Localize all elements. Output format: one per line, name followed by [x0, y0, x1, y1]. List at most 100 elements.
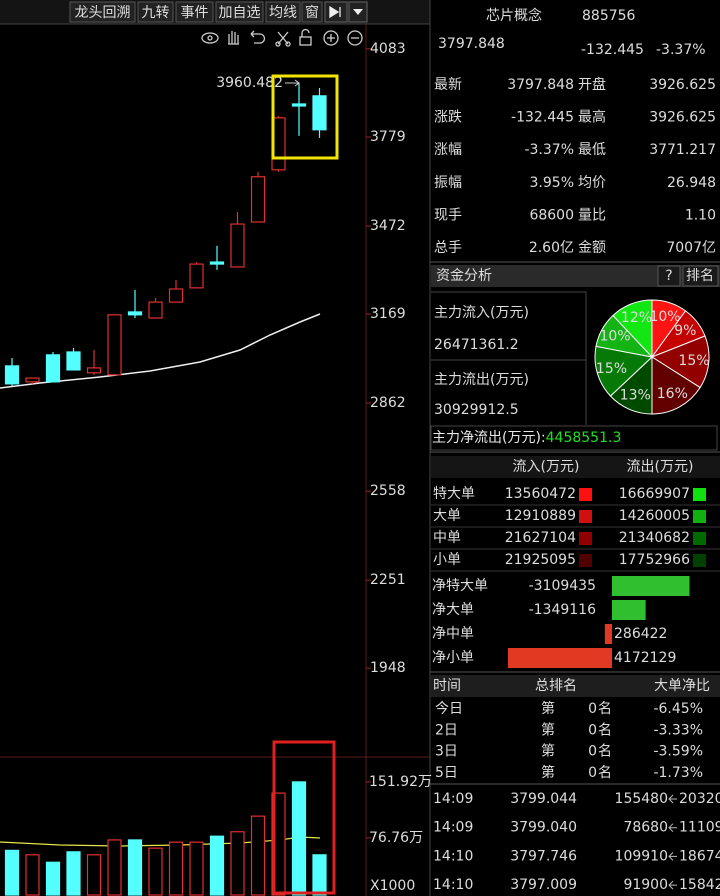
quote-value: -3.37% [524, 142, 574, 158]
net-flow-value: 4458551.3 [546, 430, 622, 446]
candle-body [312, 95, 327, 131]
flow-out: 14260005 [619, 508, 690, 524]
quote-value: 26.948 [667, 175, 716, 191]
candle-body [168, 288, 184, 303]
flow-in: 13560472 [505, 486, 576, 502]
pie-label: 13% [620, 388, 651, 404]
tab[interactable] [69, 1, 136, 23]
net-bar [612, 576, 690, 596]
quote-value: 3926.625 [649, 77, 716, 93]
highlight-box [272, 740, 336, 895]
volume-bar [291, 781, 307, 896]
flow-label: 中单 [433, 530, 461, 546]
y-tick-label: 76.76万 [369, 830, 423, 846]
volume-bar [25, 854, 40, 896]
rank-suffix: 名 [598, 765, 612, 781]
rank-button[interactable] [682, 265, 719, 287]
fund-title: 资金分析 [436, 268, 492, 284]
help-button[interactable] [657, 265, 681, 287]
rank-header-label: 时间 [433, 678, 461, 694]
quote-value: 3926.625 [649, 110, 716, 126]
candle-body [209, 261, 225, 265]
rank-period: 2日 [435, 722, 458, 738]
flow-swatch [579, 532, 592, 545]
annotation-arrow [285, 79, 300, 87]
rank-header [431, 675, 720, 697]
tick-volume: 78680 [623, 820, 668, 836]
flow-out: 16669907 [619, 486, 690, 502]
toolbar-icons [324, 1, 368, 23]
y-tick-label: 2251 [370, 572, 406, 588]
quote-change: -132.445 [581, 42, 644, 58]
rank-period: 今日 [435, 701, 463, 717]
tab-label[interactable]: 加自选 [219, 5, 261, 21]
flow-header-label: 流入(万元) [513, 459, 580, 475]
tab[interactable] [137, 1, 174, 23]
flow-in: 21925095 [505, 552, 576, 568]
rank-label[interactable]: 排名 [686, 268, 714, 284]
rank-number: 0 [588, 701, 597, 717]
tab[interactable] [175, 1, 214, 23]
candle-body [4, 365, 20, 385]
flow-swatch [693, 532, 706, 545]
candle-body [86, 367, 102, 374]
tick-time: 14:10 [433, 877, 473, 893]
net-label: 净特大单 [432, 578, 488, 594]
tick-arrow [668, 823, 677, 833]
tab[interactable] [265, 1, 301, 23]
tab-label[interactable]: 事件 [181, 5, 209, 21]
pie-label: 15% [678, 353, 709, 369]
net-flow-label: 主力净流出(万元): [432, 430, 546, 446]
pie-slice [651, 356, 701, 415]
help-label[interactable]: ? [665, 268, 672, 284]
tab-label[interactable]: 九转 [142, 5, 170, 21]
flow-header-label: 流出(万元) [627, 459, 694, 475]
quote-value: 2.60亿 [529, 240, 574, 256]
net-label: 净中单 [432, 626, 474, 642]
high-annotation: 3960.482 [216, 75, 283, 91]
tab[interactable] [215, 1, 264, 23]
candle-body [25, 377, 40, 383]
quote-label: 均价 [578, 175, 606, 191]
quote-pct: -3.37% [656, 42, 706, 58]
rank-header-label: 总排名 [535, 678, 577, 694]
quote-label: 量比 [578, 207, 606, 223]
volume-unit: X1000 [370, 878, 415, 894]
net-value: -1349116 [529, 602, 596, 618]
flow-swatch [693, 510, 706, 523]
rank-prefix: 第 [541, 743, 555, 760]
flow-swatch [579, 488, 592, 501]
tab-label[interactable]: 龙头回溯 [75, 5, 131, 21]
candle-body [189, 263, 204, 289]
tick-volume: 155480 [615, 791, 668, 807]
rank-period: 5日 [435, 765, 458, 781]
candle-body [250, 176, 266, 223]
net-flow: 主力净流出(万元):4458551.3 [432, 430, 621, 446]
tick-time: 14:09 [433, 791, 473, 807]
tick-price: 3797.746 [510, 848, 577, 864]
volume-bar [189, 841, 204, 896]
rank-ratio: -3.33% [653, 722, 703, 738]
net-label: 净大单 [432, 602, 474, 618]
tick-volume: 109910 [615, 848, 668, 864]
outflow-value: 30929912.5 [434, 402, 519, 418]
pie-slice [594, 345, 654, 397]
candle-body [66, 351, 81, 371]
rank-suffix: 名 [598, 744, 612, 760]
rank-prefix: 第 [541, 764, 555, 781]
tick-amount: 15842 [679, 877, 720, 893]
quote-code: 885756 [582, 8, 636, 24]
chart-tools[interactable] [201, 28, 363, 47]
candle-body [291, 103, 307, 107]
tab-label[interactable]: 均线 [269, 5, 297, 21]
tick-arrow [668, 880, 677, 890]
quote-value: 3.95% [530, 175, 574, 191]
highlight-box [271, 74, 339, 160]
tick-amount: 20320 [679, 791, 720, 807]
net-label: 净小单 [432, 650, 474, 666]
tab[interactable] [301, 1, 323, 23]
quote-label: 金额 [578, 240, 606, 256]
flow-swatch [693, 488, 706, 501]
tab-label[interactable]: 窗 [305, 4, 319, 21]
candle-body [230, 223, 245, 268]
